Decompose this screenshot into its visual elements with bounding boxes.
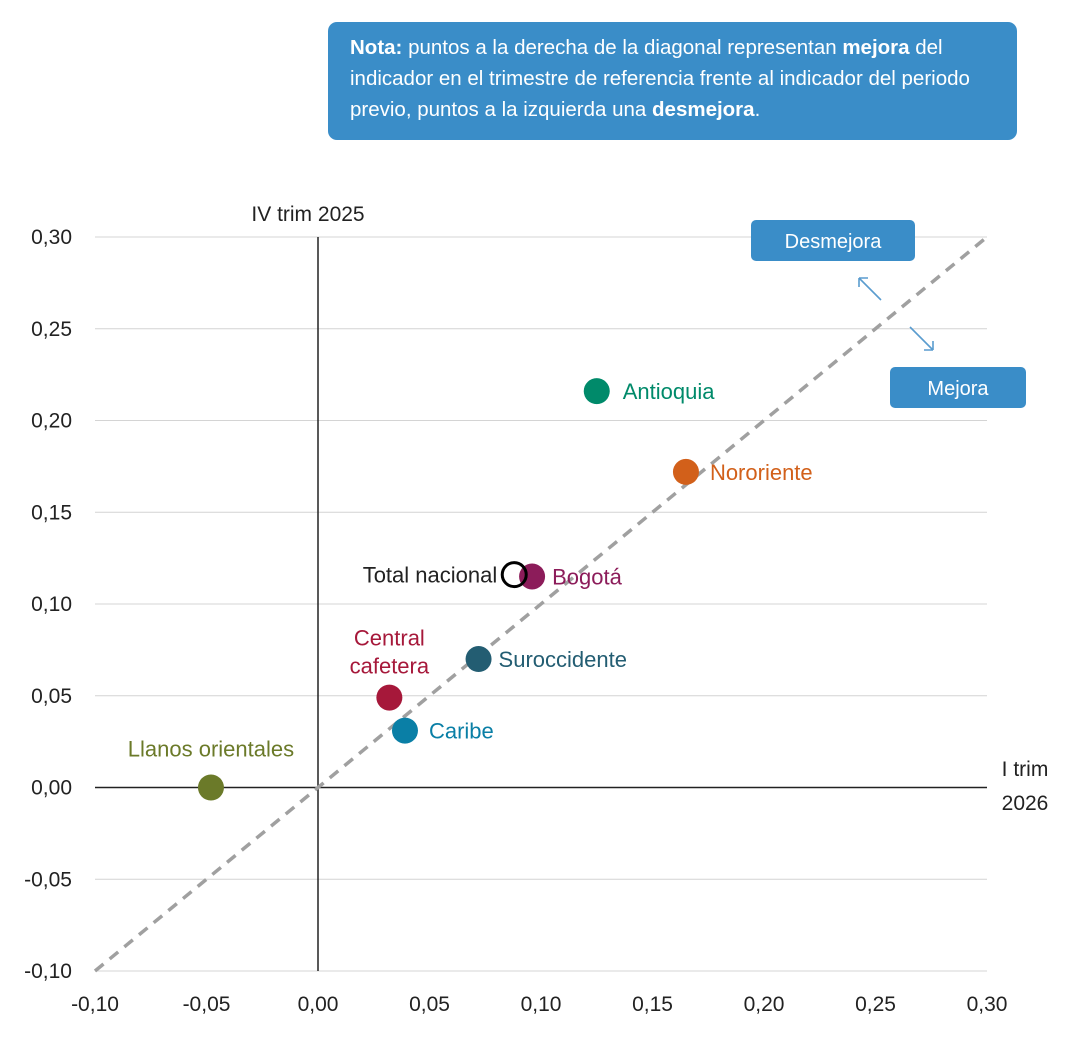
point-suroccidente	[465, 646, 492, 673]
point-label-suroccidente: Suroccidente	[499, 647, 627, 672]
point-total-nacional	[500, 561, 528, 589]
y-tick-label: 0,30	[31, 226, 72, 249]
point-caribe	[391, 717, 418, 744]
note-bold-desmejora: desmejora	[652, 98, 755, 121]
desmejora-label: Desmejora	[785, 231, 883, 253]
x-tick-label: 0,25	[855, 993, 896, 1016]
point-label-total-nacional: Total nacional	[363, 563, 498, 588]
x-tick-label: -0,05	[183, 993, 231, 1016]
x-tick-label: -0,10	[71, 993, 119, 1016]
x-axis-label-line1: I trim	[1002, 758, 1049, 781]
point-label-llanos-orientales: Llanos orientales	[128, 737, 294, 762]
diagonal-line	[93, 235, 989, 973]
y-tick-label: 0,20	[31, 410, 72, 433]
arrow-down-right-icon	[909, 326, 934, 351]
y-tick-label: 0,25	[31, 318, 72, 341]
note-text-1: puntos a la derecha de la diagonal repre…	[402, 36, 843, 59]
mejora-box	[890, 367, 1026, 408]
point-label-caribe: Caribe	[429, 719, 494, 744]
desmejora-box	[751, 220, 915, 261]
y-tick-label: -0,10	[24, 960, 72, 983]
mejora-label: Mejora	[927, 378, 989, 400]
x-tick-label: 0,05	[409, 993, 450, 1016]
y-tick-label: -0,05	[24, 868, 72, 891]
note-label: Nota:	[350, 36, 403, 59]
point-llanos-orientales	[197, 774, 224, 801]
y-tick-label: 0,00	[31, 777, 72, 800]
x-tick-label: 0,20	[744, 993, 785, 1016]
x-axis-label-line2: 2026	[1002, 792, 1049, 815]
point-label-central-cafetera-line2: cafetera	[350, 654, 430, 679]
y-axis-label: IV trim 2025	[251, 203, 364, 226]
point-central-cafetera	[376, 684, 403, 711]
note-box: Nota: puntos a la derecha de la diagonal…	[328, 22, 1017, 140]
arrow-up-left-icon	[858, 277, 882, 301]
y-tick-label: 0,10	[31, 593, 72, 616]
x-tick-label: 0,30	[967, 993, 1008, 1016]
y-tick-label: 0,15	[31, 501, 72, 524]
y-tick-label: 0,05	[31, 685, 72, 708]
point-label-antioquia: Antioquia	[623, 379, 716, 404]
x-tick-label: 0,10	[521, 993, 562, 1016]
point-label-central-cafetera-line1: Central	[354, 626, 425, 651]
point-antioquia	[583, 378, 610, 405]
point-label-bogot-: Bogotá	[552, 564, 622, 589]
point-label-nororiente: Nororiente	[710, 460, 813, 485]
point-nororiente	[672, 458, 699, 485]
x-tick-label: 0,00	[298, 993, 339, 1016]
note-bold-mejora: mejora	[842, 36, 910, 59]
note-text-2: del indicador en el trimestre de referen…	[350, 36, 970, 121]
x-tick-label: 0,15	[632, 993, 673, 1016]
note-text-3: .	[754, 98, 761, 121]
